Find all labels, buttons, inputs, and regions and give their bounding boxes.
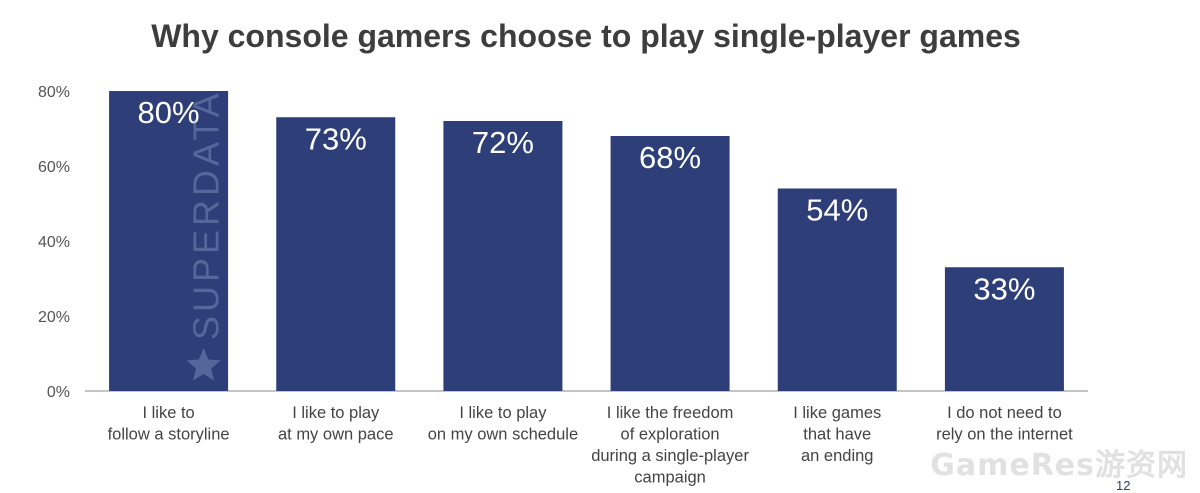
y-tick-label: 0% [47,384,70,401]
x-tick-label: I like to follow a storyline [108,404,230,444]
y-tick-label: 40% [38,234,70,251]
bar [276,117,396,391]
bar-value-label: 73% [305,121,367,156]
x-axis: I like to follow a storyline I like to pla… [108,404,1074,487]
bar-value-label: 80% [138,95,200,130]
x-tick-label: I like games that have an ending [793,404,881,465]
page-number: 12 [1116,478,1131,493]
bar [443,121,563,391]
gameres-watermark: GameRes游资网 [930,448,1188,483]
star-icon [186,348,221,381]
bar-value-label: 68% [639,140,701,175]
y-tick-label: 80% [38,84,70,101]
superdata-watermark: SUPERDATA [186,89,227,381]
bar [777,188,897,391]
chart-title: Why console gamers choose to play single… [151,18,1021,54]
bar-value-label: 54% [806,193,868,228]
bar [610,136,730,391]
y-tick-label: 20% [38,309,70,326]
bar [944,267,1064,391]
bar-value-label: 72% [472,125,534,160]
bar [109,91,229,391]
y-axis: 0% 20% 40% 60% 80% [38,84,1088,401]
x-tick-label: I like the freedom of exploration during a… [591,404,749,487]
bar-value-label: 33% [973,271,1035,306]
y-tick-label: 60% [38,159,70,176]
x-tick-label: I do not need to rely on the internet [936,404,1073,444]
x-tick-label: I like to play on my own schedule [428,404,578,444]
watermark-brand-text: SUPERDATA [186,89,227,340]
bars: 80% 73% 72% 68% 54% 33% [109,91,1064,391]
x-tick-label: I like to play at my own pace [278,404,394,444]
